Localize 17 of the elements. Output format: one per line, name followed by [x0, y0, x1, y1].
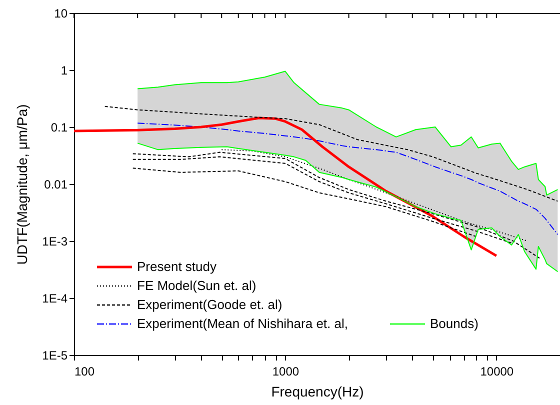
y-tick-label: 1 — [60, 64, 68, 78]
x-tick-label: 100 — [74, 364, 95, 378]
legend-label: Present study — [137, 259, 217, 274]
legend-label: Experiment(Goode et. al) — [137, 297, 282, 312]
y-tick-label: 1E-3 — [42, 234, 68, 248]
legend-label: FE Model(Sun et. al) — [137, 278, 256, 293]
y-tick-label: 1E-4 — [42, 292, 68, 306]
x-axis-title: Frequency(Hz) — [271, 384, 364, 400]
x-tick-label: 10000 — [480, 364, 514, 378]
y-tick-label: 0.01 — [44, 178, 68, 192]
legend-label: Bounds) — [430, 316, 478, 331]
y-tick-label: 10 — [54, 6, 68, 20]
legend-label: Experiment(Mean of Nishihara et. al, — [137, 316, 348, 331]
y-tick-label: 1E-5 — [42, 348, 68, 362]
y-tick-label: 0.1 — [50, 120, 68, 134]
y-axis-title: UDTF(Magnitude, μm/Pa) — [14, 104, 30, 265]
x-tick-label: 1000 — [272, 364, 300, 378]
